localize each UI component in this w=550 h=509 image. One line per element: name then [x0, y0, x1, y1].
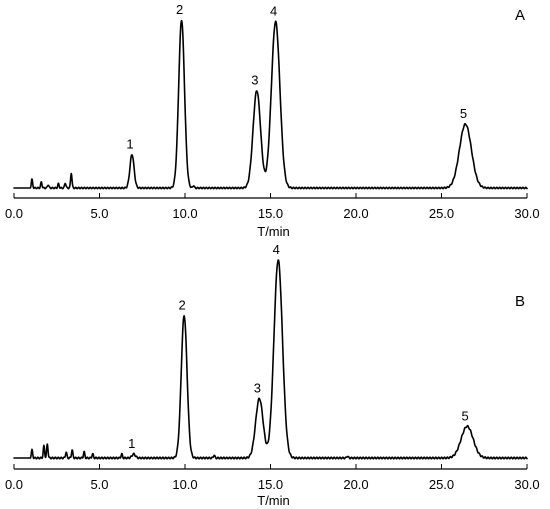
x-axis-label: T/min — [257, 493, 290, 508]
peak-label: 4 — [273, 242, 280, 257]
x-tick-label: 0.0 — [5, 206, 23, 221]
peak-label: 3 — [251, 73, 258, 88]
x-tick-label: 30.0 — [514, 477, 539, 492]
x-axis-tick-labels: 0.0 5.0 10.0 15.0 20.0 25.0 30.0 — [5, 206, 540, 221]
peak-label: 3 — [254, 381, 261, 396]
chromatogram-panel-b: 0.0 5.0 10.0 15.0 20.0 25.0 30.0 1 2 3 4 5 B T/min — [5, 242, 540, 508]
x-tick-label: 5.0 — [90, 477, 108, 492]
peak-labels: 1 2 3 4 5 — [126, 2, 467, 151]
chromatogram-panel-a: 0.0 5.0 10.0 15.0 20.0 25.0 30.0 1 2 3 4 5 A T/min — [5, 2, 540, 239]
panel-letter: A — [515, 7, 525, 24]
x-tick-label: 15.0 — [258, 206, 283, 221]
peak-label: 1 — [128, 436, 135, 451]
peak-label: 5 — [462, 408, 469, 423]
x-tick-label: 10.0 — [172, 477, 197, 492]
peak-label: 2 — [179, 297, 186, 312]
panel-letter: B — [515, 293, 525, 310]
x-axis-tick-labels: 0.0 5.0 10.0 15.0 20.0 25.0 30.0 — [5, 477, 540, 492]
x-axis-ticks — [13, 193, 528, 198]
trace-line — [13, 259, 528, 460]
peak-label: 4 — [270, 4, 277, 19]
x-tick-label: 20.0 — [343, 206, 368, 221]
peak-label: 5 — [460, 106, 467, 121]
x-tick-label: 0.0 — [5, 477, 23, 492]
x-tick-label: 20.0 — [343, 477, 368, 492]
x-tick-label: 30.0 — [514, 206, 539, 221]
x-tick-label: 15.0 — [258, 477, 283, 492]
peak-labels: 1 2 3 4 5 — [128, 242, 469, 451]
x-axis-label: T/min — [257, 224, 290, 239]
peak-label: 1 — [126, 136, 133, 151]
x-tick-label: 25.0 — [429, 206, 454, 221]
x-axis-ticks — [13, 464, 528, 469]
trace-line — [13, 19, 528, 190]
x-tick-label: 25.0 — [429, 477, 454, 492]
peak-label: 2 — [176, 2, 183, 17]
x-tick-label: 5.0 — [90, 206, 108, 221]
x-tick-label: 10.0 — [172, 206, 197, 221]
